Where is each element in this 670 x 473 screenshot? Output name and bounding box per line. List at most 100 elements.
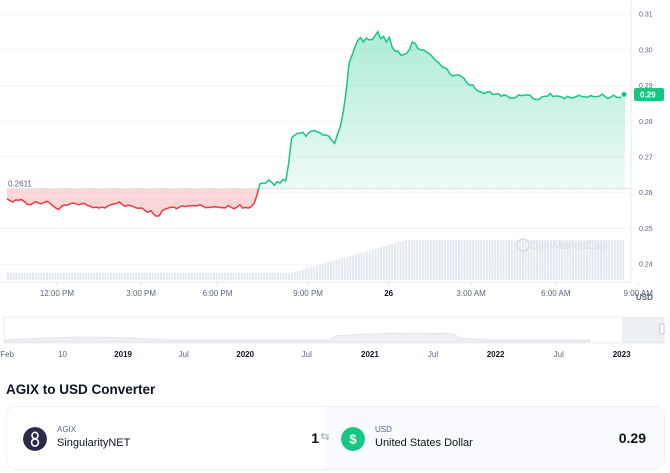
x-tick-label: 26 (384, 289, 393, 298)
volume-bar (538, 240, 541, 280)
volume-bar (613, 240, 616, 280)
x-tick-label: 3:00 PM (126, 289, 156, 298)
volume-bar (51, 272, 54, 280)
volume-bar (549, 240, 552, 280)
volume-bar (558, 240, 561, 280)
volume-bar (199, 272, 202, 280)
volume-bar (427, 240, 430, 280)
volume-bar (460, 240, 463, 280)
volume-bar (469, 240, 472, 280)
volume-bar (547, 240, 550, 280)
price-chart[interactable]: 0.2611 CoinMarketCap 0.31 0.30 0.29 0.28 0.2… (0, 0, 670, 370)
y-tick-label: 0.27 (639, 155, 653, 162)
volume-bar (535, 240, 538, 280)
volume-bar (580, 240, 583, 280)
volume-bar (279, 272, 282, 280)
volume-bar (57, 272, 60, 280)
volume-bar (416, 240, 419, 280)
volume-bar (293, 272, 296, 280)
volume-bar (271, 272, 274, 280)
volume-bar (608, 240, 611, 280)
volume-bar (352, 255, 355, 280)
navigator-tick-label: Jul (179, 350, 189, 359)
volume-bar (419, 240, 421, 280)
volume-bar (527, 240, 530, 280)
volume-bar (594, 240, 597, 280)
to-currency-symbol: USD (375, 425, 392, 434)
volume-bar (274, 272, 277, 280)
volume-bar (107, 272, 110, 280)
converter-to-panel[interactable]: $ USD United States Dollar 0.29 (325, 407, 664, 469)
volume-bar (285, 272, 288, 280)
volume-bar (572, 240, 575, 280)
volume-bar (93, 272, 96, 280)
volume-bar (40, 272, 43, 280)
time-range-navigator[interactable] (3, 316, 665, 344)
volume-bar (162, 272, 165, 280)
volume-bar (232, 272, 235, 280)
volume-bar (290, 272, 293, 280)
volume-bar (583, 240, 586, 280)
volume-bar (82, 272, 85, 280)
volume-bar (190, 272, 193, 280)
volume-bar (187, 272, 190, 280)
volume-bar (148, 272, 151, 280)
volume-bar (154, 272, 157, 280)
x-axis: 12:00 PM 3:00 PM 6:00 PM 9:00 PM 26 3:00 AM 6:… (40, 282, 653, 298)
volume-bar (207, 272, 210, 280)
volume-bar (84, 272, 87, 280)
volume-bar (407, 240, 410, 280)
volume-bar (374, 248, 377, 280)
volume-bar (224, 272, 227, 280)
volume-bar (121, 272, 124, 280)
volume-bar (382, 246, 385, 280)
volume-bar (263, 272, 266, 280)
volume-bar (65, 272, 68, 280)
to-currency-name: United States Dollar (375, 437, 473, 449)
swap-arrows-icon[interactable]: ⇆ (320, 431, 330, 443)
converter-from-panel[interactable]: AGIX SingularityNET 1 (7, 407, 325, 469)
volume-bar (251, 272, 254, 280)
volume-bar (321, 264, 324, 280)
volume-bar (385, 245, 388, 280)
volume-bar (160, 272, 163, 280)
volume-bar (496, 240, 499, 280)
volume-bar (179, 272, 182, 280)
volume-bar (265, 272, 268, 280)
volume-bar (76, 272, 79, 280)
volume-bar (346, 256, 349, 280)
volume-bar (455, 240, 458, 280)
from-amount-input[interactable]: 1 (311, 430, 319, 446)
svg-text:$: $ (349, 432, 357, 447)
volume-bar (483, 240, 486, 280)
volume-bar (243, 272, 246, 280)
volume-bar (424, 240, 427, 280)
volume-bar (310, 267, 313, 280)
volume-bar (605, 240, 608, 280)
volume-bar (502, 240, 505, 280)
volume-bar (288, 272, 291, 280)
volume-bar (566, 240, 569, 280)
volume-bar (432, 240, 435, 280)
volume-bar (174, 272, 177, 280)
to-amount-value: 0.29 (618, 430, 646, 446)
navigator-history-area (4, 332, 591, 343)
volume-bar (360, 252, 363, 280)
volume-bar (505, 240, 508, 280)
y-tick-label: 0.24 (639, 262, 653, 269)
volume-bar (611, 240, 614, 280)
volume-bar (307, 268, 310, 280)
navigator-tick-label: Jul (554, 350, 564, 359)
volume-bar (522, 240, 524, 280)
x-tick-label: 12:00 PM (40, 289, 75, 298)
volume-bar (165, 272, 168, 280)
volume-bar (48, 272, 51, 280)
volume-bar (182, 272, 185, 280)
volume-bar (449, 240, 452, 280)
volume-bar (413, 240, 416, 280)
volume-bar (254, 272, 257, 280)
volume-bar (62, 272, 65, 280)
volume-bar (402, 240, 405, 280)
volume-bar (193, 272, 196, 280)
volume-bar (591, 240, 594, 280)
